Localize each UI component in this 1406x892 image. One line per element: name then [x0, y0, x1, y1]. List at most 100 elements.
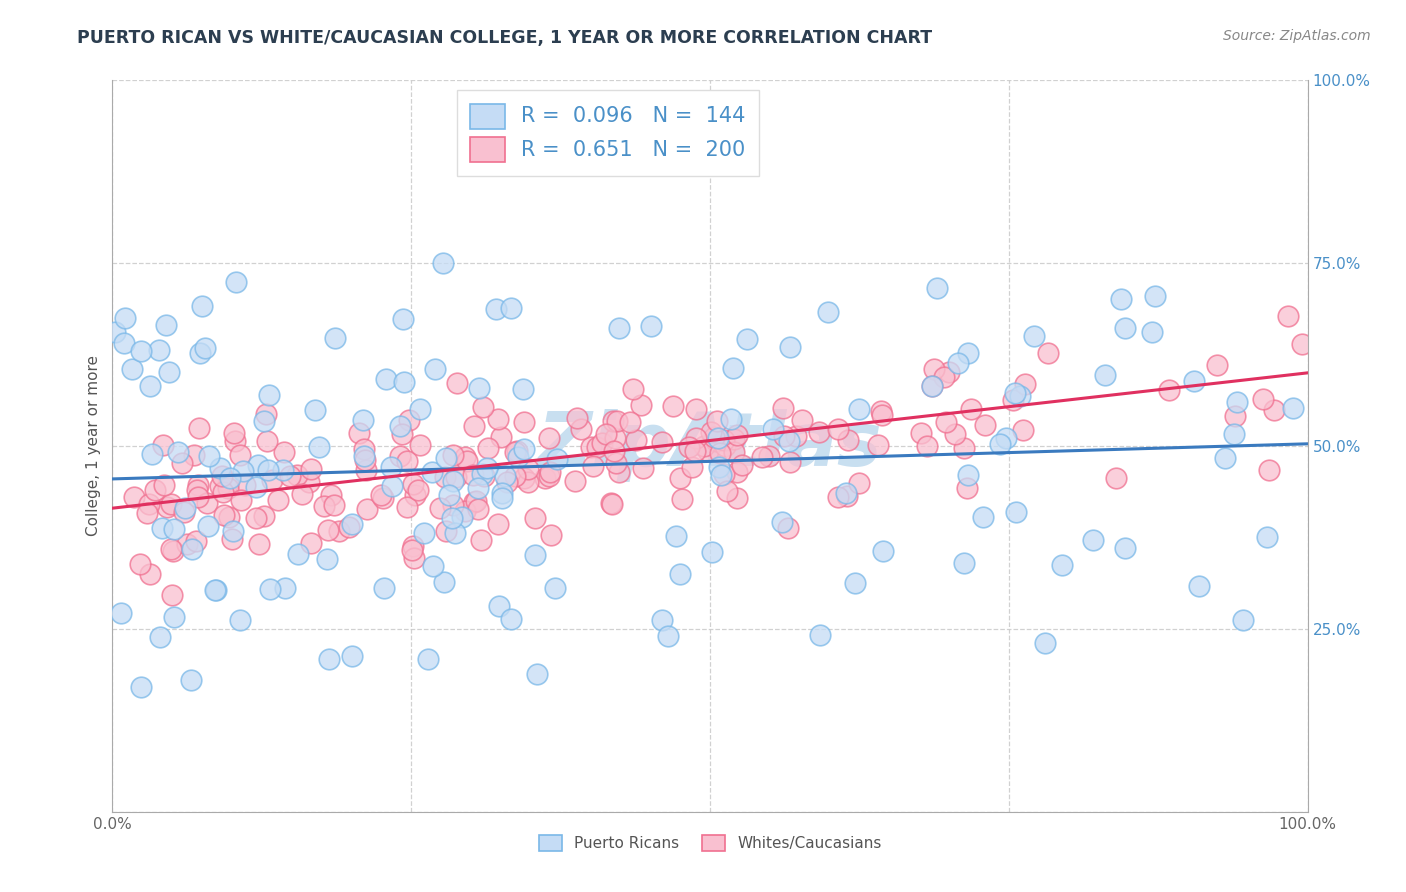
Point — [257, 463, 280, 477]
Point — [633, 460, 655, 475]
Point — [222, 524, 245, 539]
Point — [716, 483, 738, 498]
Point — [441, 499, 464, 513]
Point — [440, 511, 463, 525]
Point — [817, 305, 839, 319]
Point — [163, 609, 186, 624]
Point — [512, 382, 534, 396]
Point — [921, 379, 943, 393]
Point — [398, 413, 420, 427]
Point — [546, 451, 568, 466]
Point — [834, 486, 856, 500]
Point — [591, 435, 613, 450]
Point — [706, 414, 728, 428]
Point — [278, 469, 301, 483]
Point — [1105, 471, 1128, 485]
Point — [139, 567, 162, 582]
Point — [665, 529, 688, 543]
Point — [221, 533, 243, 547]
Point — [391, 312, 413, 326]
Point — [167, 445, 190, 459]
Point — [910, 426, 932, 441]
Point — [408, 438, 430, 452]
Point — [1291, 337, 1313, 351]
Point — [406, 483, 429, 498]
Point — [512, 471, 534, 485]
Point — [155, 318, 177, 332]
Point — [538, 469, 561, 483]
Point — [259, 582, 281, 597]
Point — [323, 498, 346, 512]
Point — [423, 361, 446, 376]
Point — [603, 444, 626, 458]
Point — [1022, 329, 1045, 343]
Point — [624, 433, 647, 447]
Point — [1014, 377, 1036, 392]
Point — [160, 542, 183, 557]
Point — [671, 492, 693, 507]
Point — [136, 506, 159, 520]
Point — [595, 426, 617, 441]
Point — [1083, 533, 1105, 548]
Point — [808, 628, 831, 642]
Point — [600, 496, 623, 510]
Point — [709, 446, 731, 460]
Point — [299, 536, 322, 550]
Point — [700, 425, 723, 439]
Point — [349, 426, 371, 441]
Point — [938, 366, 960, 380]
Point — [186, 533, 208, 548]
Point — [778, 434, 800, 449]
Point — [523, 548, 546, 562]
Point — [735, 333, 758, 347]
Point — [472, 400, 495, 414]
Point — [456, 454, 478, 468]
Point — [866, 438, 889, 452]
Point — [353, 449, 375, 463]
Point — [454, 503, 477, 517]
Point — [389, 418, 412, 433]
Point — [205, 583, 228, 598]
Point — [231, 492, 253, 507]
Point — [434, 524, 457, 539]
Point — [619, 416, 641, 430]
Point — [180, 673, 202, 688]
Point — [204, 582, 226, 597]
Point — [537, 431, 560, 445]
Point — [245, 480, 267, 494]
Point — [1008, 389, 1031, 403]
Point — [1277, 310, 1299, 324]
Point — [308, 440, 330, 454]
Point — [585, 440, 607, 454]
Point — [156, 500, 179, 514]
Point — [1213, 451, 1236, 466]
Point — [354, 453, 377, 467]
Point — [790, 413, 813, 427]
Point — [454, 450, 477, 465]
Point — [1182, 374, 1205, 388]
Point — [176, 537, 198, 551]
Point — [212, 508, 235, 522]
Point — [394, 376, 416, 390]
Point — [188, 346, 211, 360]
Point — [1188, 578, 1211, 592]
Point — [259, 387, 281, 401]
Point — [413, 525, 436, 540]
Point — [1144, 288, 1167, 302]
Point — [678, 440, 700, 454]
Point — [463, 418, 485, 433]
Point — [1282, 401, 1305, 415]
Point — [273, 462, 295, 476]
Point — [488, 599, 510, 614]
Point — [467, 381, 489, 395]
Point — [785, 429, 807, 443]
Point — [396, 500, 419, 515]
Point — [772, 401, 794, 416]
Point — [391, 427, 413, 442]
Point — [685, 431, 707, 445]
Text: PUERTO RICAN VS WHITE/CAUCASIAN COLLEGE, 1 YEAR OR MORE CORRELATION CHART: PUERTO RICAN VS WHITE/CAUCASIAN COLLEGE,… — [77, 29, 932, 47]
Point — [464, 493, 486, 508]
Point — [208, 460, 231, 475]
Point — [432, 256, 454, 270]
Point — [373, 582, 395, 596]
